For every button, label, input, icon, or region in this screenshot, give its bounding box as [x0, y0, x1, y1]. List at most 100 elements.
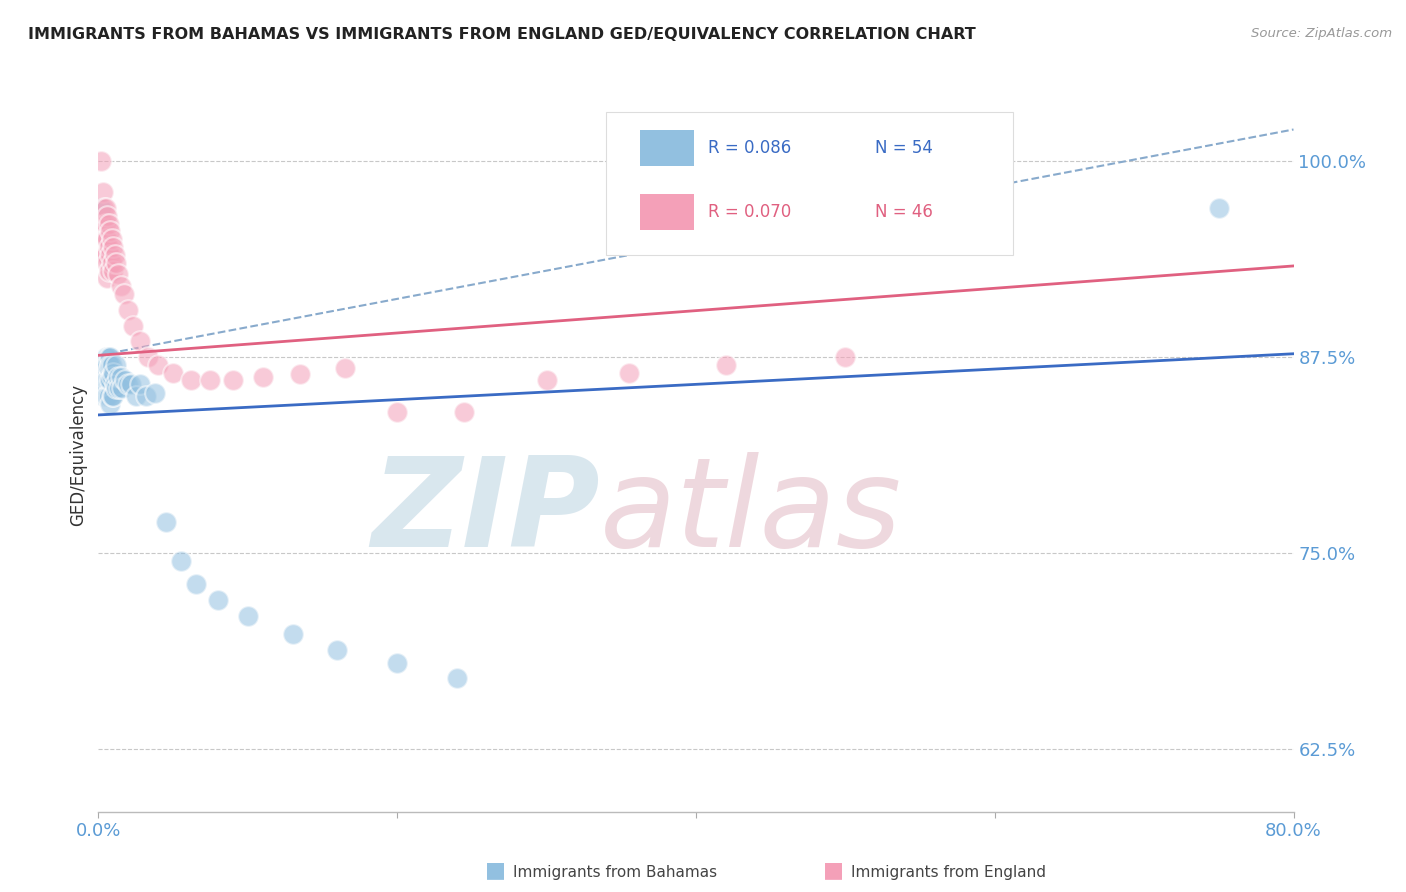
Point [94, 217, 117, 231]
Point [94, 248, 117, 262]
Point [169, 554, 191, 568]
Bar [640, 130, 693, 166]
Point [105, 381, 128, 395]
Text: R = 0.086: R = 0.086 [709, 139, 792, 157]
Point [200, 373, 222, 387]
Point [103, 366, 125, 380]
Point [617, 366, 640, 380]
Point [101, 370, 124, 384]
Point [326, 643, 349, 657]
Point [155, 515, 177, 529]
Point [100, 350, 122, 364]
Point [96, 271, 118, 285]
Point [104, 376, 127, 391]
Point [104, 248, 127, 262]
Point [90, 201, 112, 215]
Text: Immigrants from England: Immigrants from England [851, 865, 1046, 880]
Point [93, 232, 115, 246]
Point [252, 370, 274, 384]
Point [117, 376, 139, 391]
Point [91, 373, 114, 387]
Point [108, 381, 131, 395]
Text: ■: ■ [485, 861, 506, 880]
Point [100, 397, 122, 411]
Point [94, 389, 117, 403]
Point [236, 608, 259, 623]
Point [94, 232, 117, 246]
Point [94, 201, 117, 215]
Point [97, 389, 120, 403]
Point [96, 358, 118, 372]
Point [121, 318, 143, 333]
Point [91, 389, 114, 403]
Point [103, 240, 125, 254]
Bar [640, 194, 693, 230]
Point [94, 358, 117, 372]
Point [101, 389, 124, 403]
Point [536, 373, 558, 387]
Point [100, 373, 122, 387]
Point [184, 577, 207, 591]
Point [101, 358, 124, 372]
Point [333, 360, 356, 375]
Point [135, 389, 157, 403]
Text: IMMIGRANTS FROM BAHAMAS VS IMMIGRANTS FROM ENGLAND GED/EQUIVALENCY CORRELATION C: IMMIGRANTS FROM BAHAMAS VS IMMIGRANTS FR… [28, 27, 976, 42]
Point [94, 381, 117, 395]
Point [180, 373, 202, 387]
Point [103, 263, 125, 277]
Point [148, 358, 170, 372]
Point [385, 656, 409, 670]
FancyBboxPatch shape [606, 112, 1012, 255]
Point [385, 405, 409, 419]
Point [107, 370, 129, 384]
Point [96, 373, 118, 387]
Point [714, 358, 737, 372]
Point [100, 248, 122, 262]
Point [96, 256, 118, 270]
Point [97, 373, 120, 387]
Point [94, 366, 117, 380]
Point [96, 209, 118, 223]
Point [105, 256, 128, 270]
Point [143, 386, 166, 401]
Point [107, 267, 129, 281]
Text: Immigrants from Bahamas: Immigrants from Bahamas [513, 865, 717, 880]
Point [117, 302, 139, 317]
Point [90, 153, 112, 168]
Point [120, 376, 142, 391]
Text: R = 0.070: R = 0.070 [709, 203, 792, 221]
Point [136, 350, 159, 364]
Point [94, 373, 117, 387]
Point [97, 240, 120, 254]
Text: N = 54: N = 54 [875, 139, 934, 157]
Point [1208, 201, 1230, 215]
Point [93, 389, 115, 403]
Point [112, 287, 135, 301]
Point [129, 334, 152, 349]
Point [288, 367, 311, 381]
Point [114, 373, 136, 387]
Point [97, 263, 120, 277]
Point [97, 217, 120, 231]
Point [100, 224, 122, 238]
Point [110, 279, 132, 293]
Y-axis label: GED/Equivalency: GED/Equivalency [69, 384, 87, 526]
Point [94, 350, 117, 364]
Point [129, 376, 152, 391]
Point [103, 389, 125, 403]
Point [162, 366, 184, 380]
Point [446, 672, 468, 686]
Text: ZIP: ZIP [371, 451, 600, 573]
Point [96, 350, 118, 364]
Point [105, 358, 128, 372]
Point [207, 593, 229, 607]
Point [222, 373, 245, 387]
Point [91, 185, 114, 199]
Point [111, 381, 134, 395]
Point [93, 373, 115, 387]
Point [100, 358, 122, 372]
Point [125, 389, 148, 403]
Point [93, 248, 115, 262]
Point [110, 370, 132, 384]
Text: atlas: atlas [600, 451, 903, 573]
